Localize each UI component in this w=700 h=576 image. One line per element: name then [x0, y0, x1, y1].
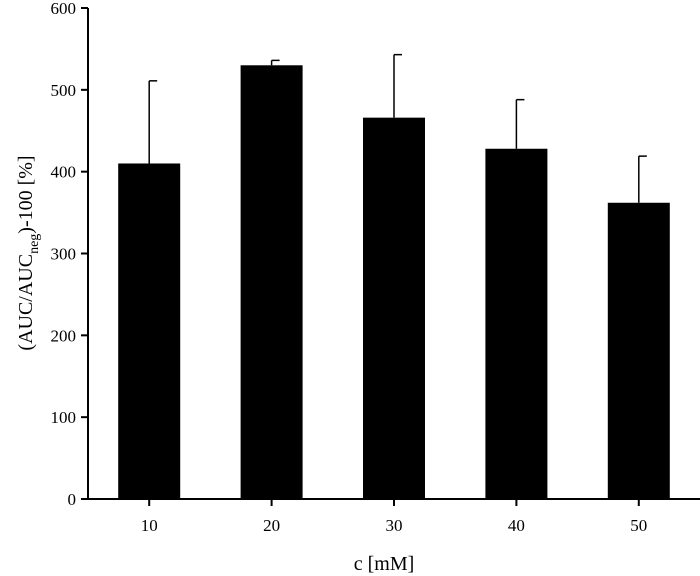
- bar: [363, 117, 425, 499]
- y-tick-label: 500: [51, 81, 77, 100]
- y-tick-label: 100: [51, 408, 77, 427]
- x-tick-label: 50: [630, 516, 647, 535]
- y-axis-title-subscript: neg: [27, 234, 42, 254]
- bar: [118, 163, 181, 499]
- y-axis-title: (AUC/AUCneg)-100 [%]: [15, 155, 42, 350]
- bars: [118, 65, 670, 500]
- x-tick-label: 20: [263, 516, 280, 535]
- y-axis-title-suffix: )-100 [%]: [15, 155, 37, 233]
- bar: [485, 148, 548, 499]
- bar: [607, 202, 670, 499]
- y-axis: 0 100 200 300 400 500 600: [51, 0, 89, 509]
- y-tick-label: 0: [68, 490, 77, 509]
- x-axis-title: c [mM]: [354, 553, 415, 575]
- y-tick-label: 200: [51, 326, 77, 345]
- x-tick-label: 10: [141, 516, 158, 535]
- bar: [240, 65, 303, 500]
- x-axis: 10 20 30 40 50: [87, 498, 700, 535]
- y-tick-label: 300: [51, 245, 77, 264]
- y-tick-label: 400: [51, 163, 77, 182]
- y-tick-label: 600: [51, 0, 77, 18]
- y-axis-title-prefix: (AUC/AUC: [15, 254, 37, 351]
- x-tick-label: 40: [508, 516, 525, 535]
- error-bars: [148, 53, 647, 203]
- x-tick-label: 30: [386, 516, 403, 535]
